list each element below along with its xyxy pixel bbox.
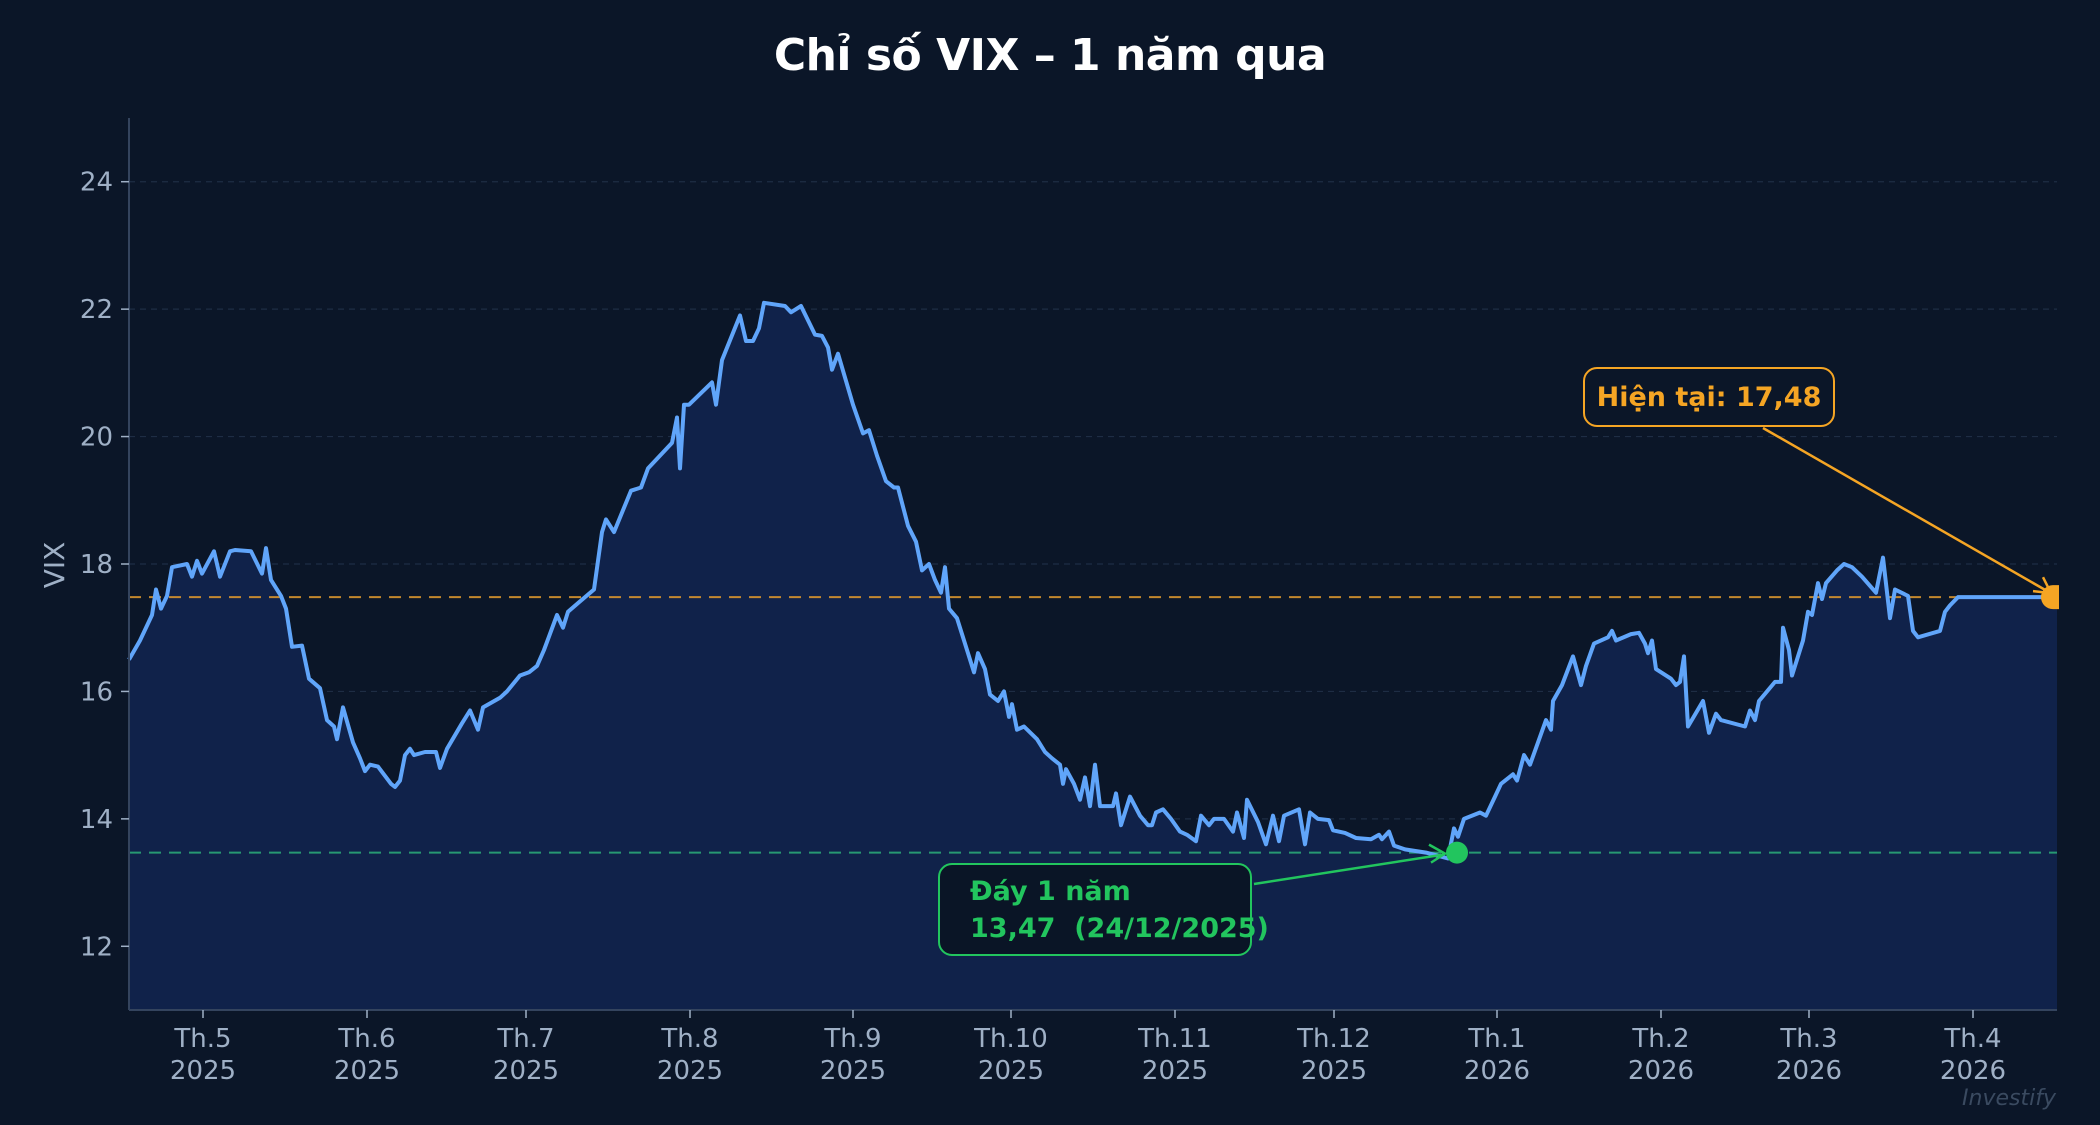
y-tick-label: 12 [80,932,113,962]
x-tick-month: Th.9 [823,1024,881,1054]
x-tick-month: Th.10 [973,1024,1048,1054]
x-tick-year: 2026 [1940,1056,2006,1086]
y-axis-label: VIX [38,542,71,589]
x-tick-month: Th.11 [1137,1024,1212,1054]
x-tick-year: 2025 [657,1056,723,1086]
x-tick-year: 2025 [978,1056,1044,1086]
vix-line [127,300,2057,861]
watermark: Investify [1962,1086,2056,1111]
current-marker-icon [2041,585,2053,610]
x-axis-ticks: Th.52025Th.62025Th.72025Th.82025Th.92025… [170,1010,2006,1086]
low-marker-icon [1446,841,1468,864]
x-tick-month: Th.8 [660,1024,718,1054]
x-tick-year: 2025 [820,1056,886,1086]
y-tick-label: 24 [80,168,113,198]
low-label-line2: 13,47 (24/12/2025) [970,913,1269,944]
y-tick-label: 16 [80,677,113,707]
y-tick-label: 20 [80,423,113,453]
x-tick-month: Th.7 [496,1024,554,1054]
x-tick-month: Th.1 [1467,1024,1525,1054]
low-arrow [1253,853,1444,886]
x-tick-year: 2025 [1142,1056,1208,1086]
x-tick-year: 2026 [1464,1056,1530,1086]
annotation-arrows [1253,426,2059,886]
x-tick-year: 2025 [493,1056,559,1086]
x-tick-month: Th.12 [1296,1024,1371,1054]
y-tick-label: 22 [80,295,113,325]
vix-area-fill [129,302,2057,1010]
current-value-text: Hiện tại: 17,48 [1596,381,1822,413]
low-arrowhead-icon [1428,843,1448,864]
y-axis-ticks: 12 14 16 18 20 22 24 [80,168,129,962]
x-tick-year: 2026 [1628,1056,1694,1086]
x-tick-month: Th.6 [337,1024,395,1054]
x-tick-year: 2025 [334,1056,400,1086]
x-tick-year: 2025 [170,1056,236,1086]
current-value-annotation: Hiện tại: 17,48 [1583,367,1835,427]
x-tick-year: 2026 [1776,1056,1842,1086]
chart-title: Chỉ số VIX – 1 năm qua [773,30,1327,81]
reference-lines [129,596,2057,854]
vix-line-path [127,300,2057,861]
x-tick-month: Th.4 [1943,1024,2001,1054]
y-tick-label: 18 [80,550,113,580]
x-tick-month: Th.5 [173,1024,231,1054]
y-tick-label: 14 [80,805,113,835]
vix-area [129,302,2057,1010]
x-tick-month: Th.3 [1779,1024,1837,1054]
current-marker-edge [2053,585,2059,610]
current-arrow [1762,426,2050,594]
x-tick-year: 2025 [1301,1056,1367,1086]
one-year-low-annotation: Đáy 1 năm 13,47 (24/12/2025) [938,863,1269,956]
low-label-line1: Đáy 1 năm [970,876,1131,907]
x-tick-month: Th.2 [1631,1024,1689,1054]
